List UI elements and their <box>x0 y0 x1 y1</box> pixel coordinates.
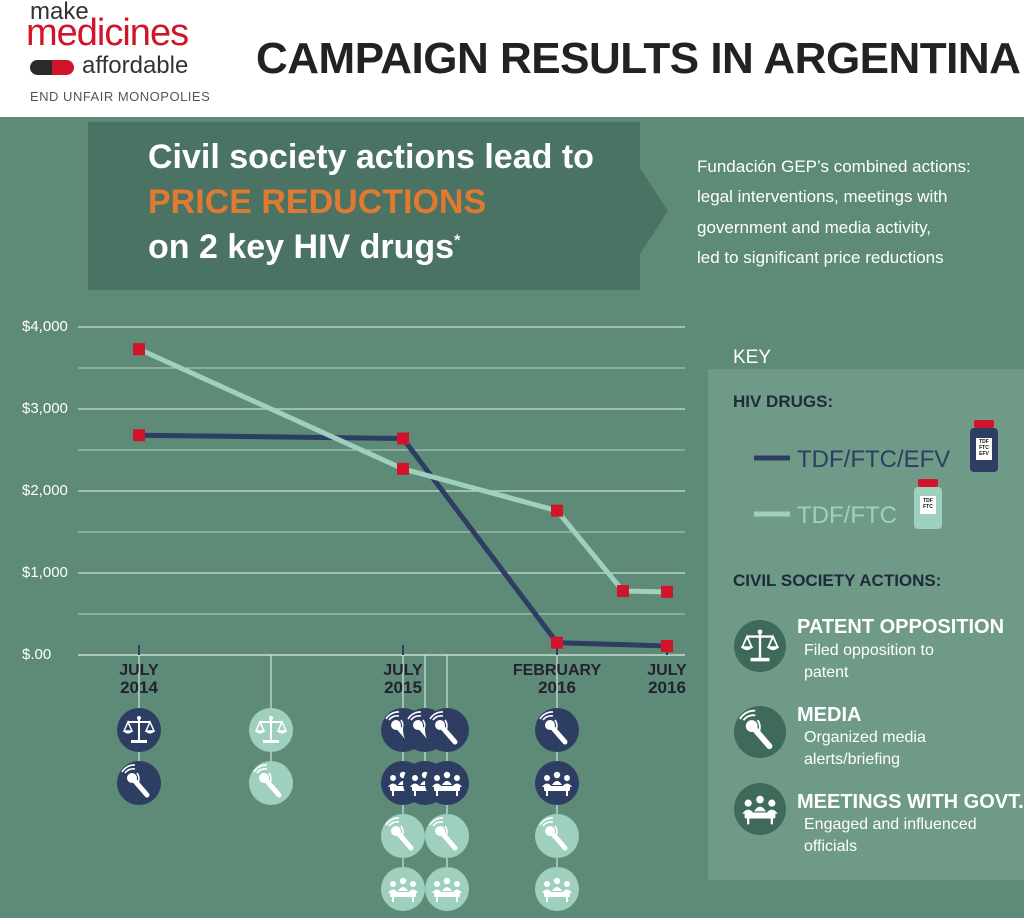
bottle-dark-label-2: FTC <box>979 445 989 451</box>
logo-tagline: END UNFAIR MONOPOLIES <box>30 89 211 104</box>
key-action-patent-desc2: patent <box>804 664 849 681</box>
x-tick-label-month: JULY <box>647 662 687 679</box>
x-axis-tick-label: JULY 2015 <box>343 662 463 696</box>
microphone-icon <box>734 706 786 758</box>
meeting-icon <box>425 761 469 805</box>
key-action-media-desc2: alerts/briefing <box>804 751 901 768</box>
meeting-icon <box>381 867 425 911</box>
series-line-dark <box>138 432 668 649</box>
y-axis-tick-label: $2,000 <box>22 482 68 499</box>
x-tick-label-year: 2015 <box>384 678 422 697</box>
microphone-icon <box>425 814 469 858</box>
banner-line-2: PRICE REDUCTIONS <box>148 183 487 221</box>
y-axis-tick-label: $1,000 <box>22 564 68 581</box>
bottle-dark-label-1: TDF <box>979 439 989 445</box>
meeting-icon <box>425 867 469 911</box>
data-point-marker <box>551 504 563 517</box>
bottle-dark-icon: TDF FTC EFV <box>970 420 998 472</box>
header: make medicines affordable END UNFAIR MON… <box>0 0 1024 117</box>
scales-icon <box>249 708 293 752</box>
bottle-light-label-1: TDF <box>923 498 933 504</box>
bottle-dark-label-3: EFV <box>979 451 989 457</box>
key-action-meeting-desc2: officials <box>804 838 858 855</box>
y-axis-tick-label: $3,000 <box>22 400 68 417</box>
banner-line-3-text: on 2 key HIV drugs <box>148 228 455 266</box>
x-axis-tick-label: JULY 2014 <box>79 662 199 696</box>
intro-line-3: government and media activity, <box>697 218 932 237</box>
key-action-media-title: MEDIA <box>797 704 862 726</box>
x-tick-label-month: JULY <box>383 662 423 679</box>
x-axis-tick-label: FEBRUARY 2016 <box>497 662 617 696</box>
y-axis-tick-label: $4,000 <box>22 318 68 335</box>
x-tick-label-year: 2014 <box>120 678 158 697</box>
data-point-marker <box>551 636 563 649</box>
data-point-marker <box>661 585 673 598</box>
page-title: CAMPAIGN RESULTS IN ARGENTINA <box>256 34 1021 83</box>
key-line-swatches <box>754 455 790 517</box>
key-drugs-heading: HIV DRUGS: <box>733 392 834 411</box>
microphone-icon <box>249 761 293 805</box>
logo-medicines-text: medicines <box>26 12 189 54</box>
scales-icon <box>117 708 161 752</box>
x-axis-tick-label: JULY 2016 <box>607 662 727 696</box>
logo-make-text: make <box>30 0 89 25</box>
x-tick-label-month: FEBRUARY <box>512 662 602 679</box>
y-axis-tick-label: $.00 <box>22 646 52 663</box>
meeting-icon <box>734 783 786 835</box>
key-action-media-desc1: Organized media <box>804 729 926 746</box>
banner-line-3: on 2 key HIV drugs* <box>148 228 460 267</box>
pill-logo-icon <box>30 60 74 75</box>
bottle-light-label-2: FTC <box>923 504 933 510</box>
intro-line-2: legal interventions, meetings with <box>697 187 948 206</box>
scales-icon <box>734 620 786 672</box>
data-point-marker <box>133 429 145 442</box>
x-tick-label-month: JULY <box>119 662 159 679</box>
data-point-marker <box>133 343 145 356</box>
key-drug1-label: TDF/FTC/EFV <box>797 446 951 473</box>
data-point-marker <box>661 639 673 652</box>
key-title: KEY <box>733 347 772 368</box>
intro-line-4: led to significant price reductions <box>697 248 944 267</box>
meeting-icon <box>535 761 579 805</box>
data-point-marker <box>397 462 409 475</box>
x-tick-label-year: 2016 <box>648 678 686 697</box>
intro-line-1: Fundación GEP’s combined actions: <box>697 157 971 176</box>
logo-affordable-text: affordable <box>82 52 189 79</box>
microphone-icon <box>117 761 161 805</box>
key-action-meeting-desc1: Engaged and influenced <box>804 816 977 833</box>
microphone-icon <box>381 814 425 858</box>
key-action-patent-desc1: Filed opposition to <box>804 642 934 659</box>
key-actions-heading: CIVIL SOCIETY ACTIONS: <box>733 571 942 590</box>
banner-line-1: Civil society actions lead to <box>148 138 594 176</box>
data-point-marker <box>397 432 409 445</box>
banner-asterisk: * <box>454 232 461 250</box>
microphone-icon <box>425 708 469 752</box>
x-tick-label-year: 2016 <box>538 678 576 697</box>
key-drug2-label: TDF/FTC <box>797 502 897 529</box>
bottle-light-icon: TDF FTC <box>914 479 942 529</box>
data-point-marker <box>617 585 629 598</box>
microphone-icon <box>535 814 579 858</box>
microphone-icon <box>535 708 579 752</box>
meeting-icon <box>535 867 579 911</box>
key-action-meeting-title: MEETINGS WITH GOVT. <box>797 791 1024 813</box>
key-action-patent-title: PATENT OPPOSITION <box>797 616 1005 638</box>
